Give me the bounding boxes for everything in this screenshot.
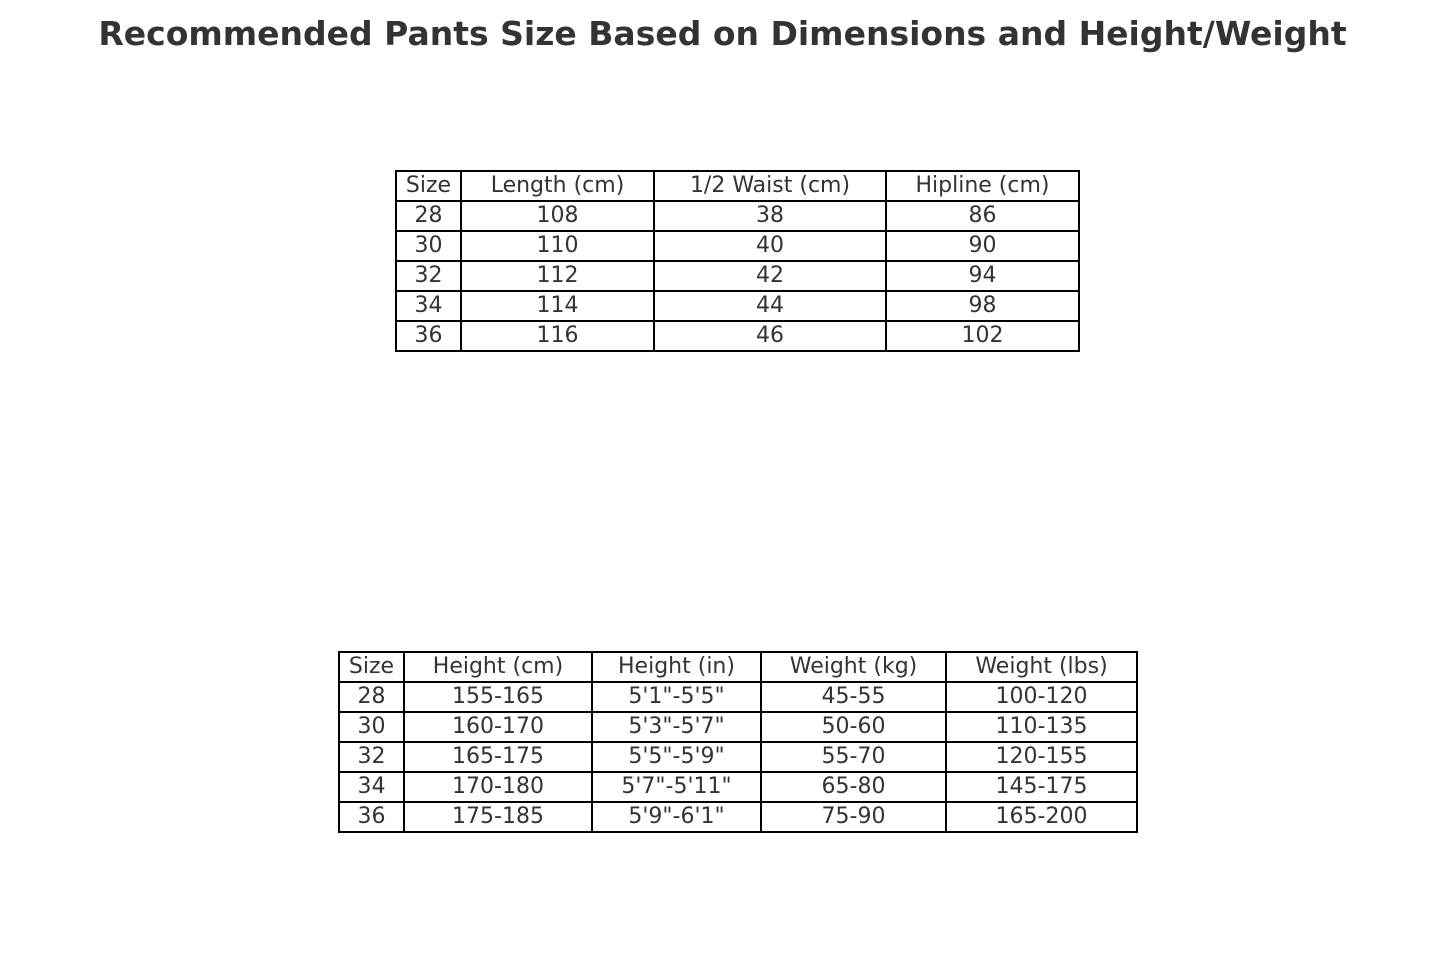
table-cell: 155-165 <box>403 681 593 713</box>
table-cell: 38 <box>653 200 887 232</box>
table-cell: 116 <box>460 320 655 352</box>
table-cell: 110-135 <box>945 711 1138 743</box>
table-cell: 28 <box>338 681 405 713</box>
dimensions-table: Size Length (cm) 1/2 Waist (cm) Hipline (cm… <box>395 170 1080 352</box>
table-cell: 34 <box>338 771 405 803</box>
table-cell: 55-70 <box>760 741 947 773</box>
table-cell: 42 <box>653 260 887 292</box>
table-row: 30 160-170 5'3"-5'7" 50-60 110-135 <box>338 711 1138 743</box>
table-cell: 100-120 <box>945 681 1138 713</box>
table-cell: 5'1"-5'5" <box>591 681 762 713</box>
header-cell: Weight (kg) <box>760 651 947 683</box>
table-cell: 94 <box>885 260 1080 292</box>
table-row: 36 175-185 5'9"-6'1" 75-90 165-200 <box>338 801 1138 833</box>
table-header-row: Size Height (cm) Height (in) Weight (kg) Wei… <box>338 651 1138 683</box>
table-cell: 28 <box>395 200 462 232</box>
table-cell: 5'9"-6'1" <box>591 801 762 833</box>
table-cell: 170-180 <box>403 771 593 803</box>
table-cell: 40 <box>653 230 887 262</box>
table-cell: 165-175 <box>403 741 593 773</box>
table-cell: 120-155 <box>945 741 1138 773</box>
table-cell: 32 <box>395 260 462 292</box>
table-row: 30 110 40 90 <box>395 230 1080 262</box>
table-cell: 44 <box>653 290 887 322</box>
header-cell: Hipline (cm) <box>885 170 1080 202</box>
table-cell: 46 <box>653 320 887 352</box>
table-cell: 50-60 <box>760 711 947 743</box>
table-cell: 36 <box>338 801 405 833</box>
table-cell: 65-80 <box>760 771 947 803</box>
table-cell: 145-175 <box>945 771 1138 803</box>
table-cell: 36 <box>395 320 462 352</box>
table-row: 28 155-165 5'1"-5'5" 45-55 100-120 <box>338 681 1138 713</box>
table-cell: 32 <box>338 741 405 773</box>
height-weight-table: Size Height (cm) Height (in) Weight (kg) Wei… <box>338 651 1138 833</box>
table-row: 32 112 42 94 <box>395 260 1080 292</box>
header-cell: Size <box>338 651 405 683</box>
table-cell: 30 <box>338 711 405 743</box>
table-cell: 34 <box>395 290 462 322</box>
table-cell: 98 <box>885 290 1080 322</box>
figure-title: Recommended Pants Size Based on Dimensio… <box>98 14 1347 53</box>
table-cell: 5'5"-5'9" <box>591 741 762 773</box>
table-row: 28 108 38 86 <box>395 200 1080 232</box>
table-cell: 30 <box>395 230 462 262</box>
table-cell: 165-200 <box>945 801 1138 833</box>
table-header-row: Size Length (cm) 1/2 Waist (cm) Hipline (cm… <box>395 170 1080 202</box>
table-row: 32 165-175 5'5"-5'9" 55-70 120-155 <box>338 741 1138 773</box>
header-cell: Height (cm) <box>403 651 593 683</box>
table-cell: 5'7"-5'11" <box>591 771 762 803</box>
table-cell: 112 <box>460 260 655 292</box>
table-cell: 102 <box>885 320 1080 352</box>
table-cell: 108 <box>460 200 655 232</box>
header-cell: Height (in) <box>591 651 762 683</box>
table-cell: 75-90 <box>760 801 947 833</box>
table-cell: 114 <box>460 290 655 322</box>
header-cell: Size <box>395 170 462 202</box>
header-cell: 1/2 Waist (cm) <box>653 170 887 202</box>
table-row: 34 170-180 5'7"-5'11" 65-80 145-175 <box>338 771 1138 803</box>
table-cell: 86 <box>885 200 1080 232</box>
table-cell: 90 <box>885 230 1080 262</box>
table-cell: 160-170 <box>403 711 593 743</box>
header-cell: Weight (lbs) <box>945 651 1138 683</box>
table-row: 36 116 46 102 <box>395 320 1080 352</box>
table-cell: 110 <box>460 230 655 262</box>
table-cell: 5'3"-5'7" <box>591 711 762 743</box>
table-cell: 175-185 <box>403 801 593 833</box>
table-row: 34 114 44 98 <box>395 290 1080 322</box>
header-cell: Length (cm) <box>460 170 655 202</box>
table-cell: 45-55 <box>760 681 947 713</box>
